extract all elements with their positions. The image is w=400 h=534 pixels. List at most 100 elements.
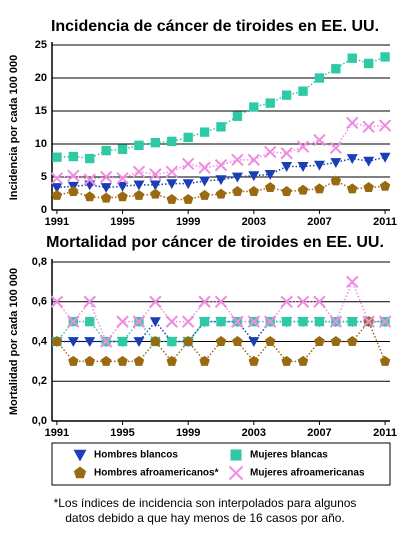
- marker: [132, 315, 146, 328]
- marker: [247, 153, 261, 167]
- marker: [231, 153, 244, 167]
- marker: [199, 316, 210, 327]
- marker: [347, 53, 357, 63]
- chart-title: Mortalidad por cáncer de tiroides en EE.…: [46, 234, 384, 251]
- marker: [198, 161, 211, 174]
- marker: [363, 182, 374, 193]
- marker: [84, 355, 95, 366]
- x-tick-label: 2011: [373, 216, 397, 228]
- marker: [149, 168, 162, 181]
- y-axis-label: Incidencia por cada 100 000: [8, 55, 20, 201]
- y-axis-label: Mortalidad por cada 100 000: [8, 268, 20, 415]
- marker: [378, 315, 392, 328]
- marker: [51, 336, 63, 346]
- series-line: [56, 320, 386, 363]
- x-tick-label: 2003: [242, 427, 266, 439]
- marker: [73, 466, 87, 479]
- marker: [165, 315, 178, 328]
- marker: [248, 337, 260, 347]
- marker: [117, 336, 128, 347]
- marker: [133, 355, 145, 366]
- x-tick-label: 2007: [307, 216, 331, 228]
- marker: [264, 315, 277, 328]
- x-tick-label: 2011: [373, 427, 397, 439]
- legend-label: Hombres afroamericanos*: [94, 468, 219, 479]
- marker: [297, 355, 309, 366]
- marker: [100, 183, 112, 194]
- marker: [182, 336, 194, 346]
- marker: [83, 295, 96, 308]
- marker: [362, 120, 375, 134]
- marker: [181, 157, 195, 171]
- marker: [150, 188, 161, 199]
- marker: [314, 73, 325, 83]
- marker: [247, 315, 261, 328]
- marker: [117, 181, 129, 192]
- marker: [264, 336, 276, 346]
- marker: [249, 102, 259, 112]
- marker: [99, 170, 113, 184]
- marker: [67, 169, 80, 182]
- marker: [264, 182, 276, 193]
- marker: [167, 136, 177, 147]
- marker: [363, 58, 374, 69]
- marker: [198, 295, 211, 308]
- marker: [347, 336, 358, 346]
- marker: [84, 337, 96, 347]
- marker: [330, 175, 342, 186]
- y-tick-label: 0,0: [32, 415, 47, 427]
- y-tick-label: 20: [35, 72, 47, 84]
- marker: [346, 116, 359, 130]
- marker: [230, 449, 242, 461]
- marker: [150, 138, 161, 148]
- x-tick-label: 1991: [45, 216, 69, 228]
- marker: [329, 315, 343, 328]
- marker: [85, 316, 95, 327]
- marker: [133, 189, 145, 200]
- marker: [379, 355, 391, 366]
- marker: [378, 119, 392, 132]
- marker: [379, 180, 391, 191]
- y-tick-label: 0,2: [32, 375, 47, 387]
- marker: [182, 179, 194, 190]
- marker: [166, 179, 178, 190]
- y-tick-label: 15: [35, 105, 47, 117]
- marker: [67, 315, 80, 328]
- series-line: [56, 180, 386, 201]
- marker: [51, 183, 63, 194]
- marker: [166, 193, 178, 204]
- marker: [150, 336, 161, 346]
- marker: [363, 156, 375, 167]
- marker: [167, 336, 177, 347]
- marker: [117, 144, 128, 154]
- marker: [183, 132, 193, 143]
- y-tick-label: 0: [41, 204, 47, 216]
- x-tick-label: 2003: [242, 216, 266, 228]
- y-tick-label: 10: [35, 138, 47, 150]
- marker: [264, 169, 276, 180]
- marker: [346, 154, 358, 165]
- marker: [214, 295, 228, 308]
- marker: [199, 189, 210, 200]
- marker: [117, 191, 128, 202]
- marker: [68, 186, 79, 196]
- marker: [50, 172, 64, 185]
- legend-label: Hombres blancos: [94, 450, 178, 461]
- marker: [281, 90, 292, 100]
- marker: [67, 337, 79, 347]
- marker: [297, 184, 309, 195]
- x-tick-label: 1999: [176, 216, 200, 228]
- marker: [248, 355, 260, 366]
- marker: [117, 355, 128, 366]
- marker: [85, 153, 95, 164]
- marker: [313, 133, 326, 147]
- marker: [265, 98, 275, 108]
- marker: [215, 336, 227, 346]
- marker: [116, 172, 129, 185]
- marker: [214, 158, 228, 172]
- marker: [314, 336, 325, 346]
- marker: [281, 355, 292, 366]
- marker: [73, 449, 87, 462]
